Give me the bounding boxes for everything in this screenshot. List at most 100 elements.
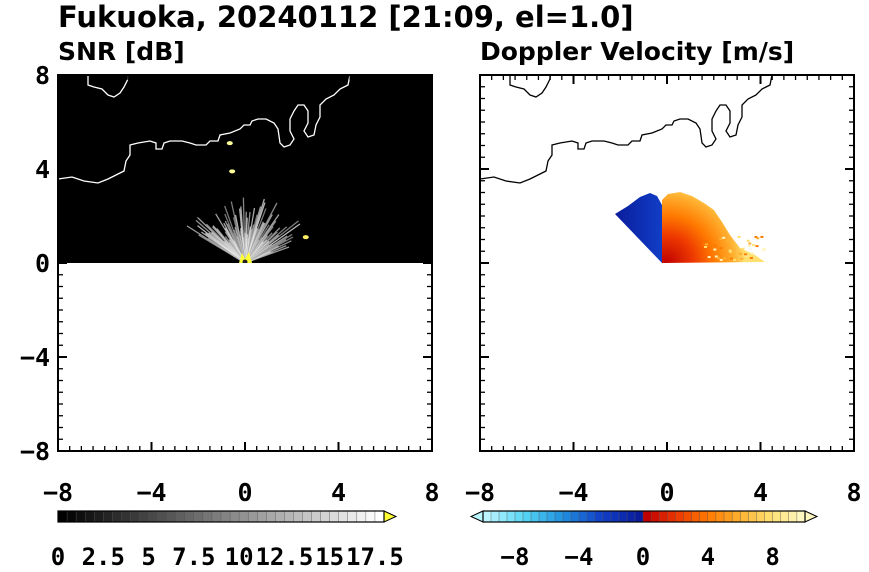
- doppler-echo-pixel: [747, 245, 751, 248]
- doppler-x-tick-label: 0: [659, 478, 674, 507]
- snr-echo-spot: [229, 169, 236, 174]
- doppler-colorbar-cell: [562, 510, 572, 523]
- doppler-colorbar-cell: [586, 510, 596, 523]
- doppler-colorbar-cell: [756, 510, 766, 523]
- doppler-colorbar-cell: [650, 510, 660, 523]
- doppler-echo-pixel: [728, 249, 732, 252]
- snr-coastline: [58, 75, 351, 184]
- doppler-colorbar-cell: [602, 510, 612, 523]
- doppler-colorbar-cell: [748, 510, 757, 523]
- doppler-colorbar-cell: [538, 510, 548, 523]
- doppler-coastline: [480, 75, 773, 184]
- snr-panel: SNR [dB] −8 −4 0 4 8 −8 −4 0 4 8 0 2.5 5 7.5 10 12.5 15…: [20, 37, 440, 571]
- doppler-echo-pixel: [716, 256, 720, 259]
- doppler-echo-pixel: [719, 237, 723, 240]
- doppler-colorbar-cell: [691, 510, 701, 523]
- snr-colorbar-cell: [257, 510, 267, 523]
- doppler-radar-echo: [615, 192, 767, 263]
- snr-colorbar-cell: [266, 510, 276, 523]
- coastline-segment: [480, 75, 773, 184]
- snr-colorbar-cell: [166, 510, 177, 523]
- snr-colorbar-cell: [347, 510, 358, 523]
- doppler-echo-pixel: [739, 253, 743, 256]
- doppler-echo-pixel: [746, 239, 750, 242]
- doppler-echo-pixel: [749, 257, 753, 260]
- doppler-colorbar-cell: [723, 510, 733, 523]
- doppler-echo-pixel: [702, 243, 706, 246]
- doppler-echo-pixel: [754, 236, 758, 239]
- snr-colorbar-cell: [193, 510, 204, 523]
- doppler-negative-region: [615, 193, 665, 263]
- doppler-echo-pixel: [748, 242, 752, 245]
- snr-y-tick-label: 4: [35, 155, 50, 184]
- snr-colorbar-cell: [130, 510, 140, 523]
- snr-echo-ray: [198, 234, 246, 263]
- doppler-x-tick-label: −4: [558, 478, 588, 507]
- snr-colorbar-cell: [238, 510, 249, 523]
- doppler-colorbar-extend-arrow: [469, 510, 484, 523]
- doppler-echo-pixel: [741, 247, 745, 250]
- snr-colorbar-cell: [311, 510, 322, 523]
- doppler-panel: Doppler Velocity [m/s] −8 −4 0 4 8 −8 −4 0 4 8: [465, 37, 862, 571]
- snr-colorbar-cell: [320, 510, 331, 523]
- snr-colorbar-tick-label: 10: [225, 543, 254, 571]
- doppler-echo-pixel: [760, 235, 764, 238]
- snr-x-tick-label: −8: [43, 478, 73, 507]
- doppler-echo-pixel: [722, 236, 726, 239]
- doppler-echo-pixel: [740, 257, 744, 260]
- snr-colorbar-cell: [338, 510, 349, 523]
- figure-title: Fukuoka, 20240112 [21:09, el=1.0]: [58, 0, 634, 34]
- snr-colorbar-tick-label: 15: [315, 543, 344, 571]
- doppler-echo-pixel: [756, 237, 760, 240]
- doppler-colorbar-cell: [498, 510, 508, 523]
- snr-colorbar-cell: [75, 510, 86, 523]
- doppler-colorbar-cell: [699, 510, 709, 523]
- coastline-segment: [509, 75, 551, 98]
- snr-axis-ticks: [57, 74, 433, 452]
- doppler-echo-pixel: [705, 243, 709, 246]
- snr-y-tick-label: 0: [35, 249, 50, 278]
- snr-colorbar-tick-label: 17.5: [346, 543, 404, 571]
- snr-colorbar-cell: [374, 510, 385, 523]
- doppler-echo-pixel: [726, 239, 730, 242]
- snr-colorbar-cell: [57, 510, 68, 523]
- doppler-colorbar-cell: [490, 510, 500, 523]
- radar-site-marker: [242, 259, 248, 263]
- doppler-echo-pixel: [712, 243, 716, 246]
- snr-colorbar-cell: [121, 510, 131, 523]
- doppler-echo-pixel: [714, 245, 718, 248]
- snr-x-tick-label: 0: [237, 478, 252, 507]
- doppler-echo-pixel: [750, 252, 754, 255]
- doppler-echo-pixel: [728, 250, 732, 253]
- doppler-colorbar-extend-arrow: [804, 510, 819, 523]
- doppler-colorbar-cell: [667, 510, 676, 523]
- doppler-colorbar-cell: [772, 510, 782, 523]
- doppler-x-tick-label: 4: [753, 478, 768, 507]
- doppler-echo-pixel: [744, 253, 748, 256]
- snr-colorbar-cell: [84, 510, 95, 523]
- doppler-echo-pixel: [707, 256, 711, 259]
- snr-colorbar-cell: [247, 510, 258, 523]
- snr-colorbar-tick-label: 2.5: [82, 543, 125, 571]
- doppler-echo-pixel: [704, 246, 708, 249]
- snr-y-tick-label: −4: [20, 343, 50, 372]
- snr-echo-spot: [226, 141, 233, 146]
- snr-colorbar-cell: [302, 510, 313, 523]
- doppler-echo-pixel: [755, 245, 759, 248]
- snr-data-background: [58, 75, 432, 263]
- snr-colorbar-cell: [211, 510, 222, 523]
- doppler-plot-frame: [479, 74, 855, 452]
- doppler-colorbar-cell: [788, 510, 798, 523]
- doppler-colorbar-cell: [610, 510, 620, 523]
- doppler-colorbar-cell: [796, 510, 806, 523]
- snr-colorbar-cell: [275, 510, 285, 523]
- doppler-colorbar-tick-label: −4: [565, 543, 594, 571]
- doppler-colorbar-cell: [546, 510, 556, 523]
- snr-colorbar: 0 2.5 5 7.5 10 12.5 15 17.5: [51, 510, 404, 571]
- doppler-colorbar-cell: [514, 510, 524, 523]
- snr-colorbar-cell: [157, 510, 168, 523]
- snr-colorbar-cell: [66, 510, 77, 523]
- snr-colorbar-tick-label: 0: [51, 543, 65, 571]
- doppler-colorbar-cell: [715, 510, 725, 523]
